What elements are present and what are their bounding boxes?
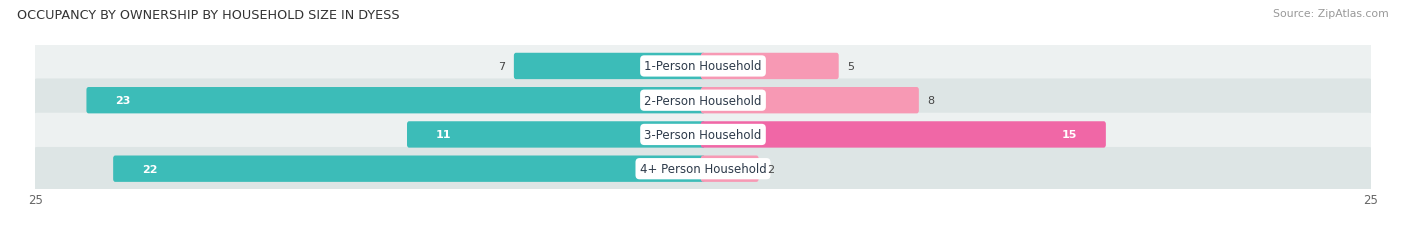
FancyBboxPatch shape — [406, 122, 706, 148]
Text: 23: 23 — [115, 96, 131, 106]
FancyBboxPatch shape — [513, 54, 706, 80]
Text: 4+ Person Household: 4+ Person Household — [640, 162, 766, 175]
Text: 11: 11 — [436, 130, 451, 140]
Text: 1-Person Household: 1-Person Household — [644, 60, 762, 73]
FancyBboxPatch shape — [112, 156, 706, 182]
FancyBboxPatch shape — [700, 54, 839, 80]
Text: OCCUPANCY BY OWNERSHIP BY HOUSEHOLD SIZE IN DYESS: OCCUPANCY BY OWNERSHIP BY HOUSEHOLD SIZE… — [17, 9, 399, 22]
Text: Source: ZipAtlas.com: Source: ZipAtlas.com — [1274, 9, 1389, 19]
FancyBboxPatch shape — [700, 122, 1107, 148]
FancyBboxPatch shape — [30, 45, 1376, 88]
FancyBboxPatch shape — [30, 113, 1376, 157]
Text: 22: 22 — [142, 164, 157, 174]
FancyBboxPatch shape — [86, 88, 706, 114]
Text: 2: 2 — [768, 164, 775, 174]
Text: 15: 15 — [1062, 130, 1077, 140]
Text: 5: 5 — [848, 62, 855, 72]
FancyBboxPatch shape — [700, 88, 920, 114]
Text: 3-Person Household: 3-Person Household — [644, 128, 762, 141]
Text: 2-Person Household: 2-Person Household — [644, 94, 762, 107]
FancyBboxPatch shape — [700, 156, 759, 182]
FancyBboxPatch shape — [30, 79, 1376, 122]
Text: 8: 8 — [928, 96, 935, 106]
FancyBboxPatch shape — [30, 147, 1376, 191]
Text: 7: 7 — [498, 62, 505, 72]
